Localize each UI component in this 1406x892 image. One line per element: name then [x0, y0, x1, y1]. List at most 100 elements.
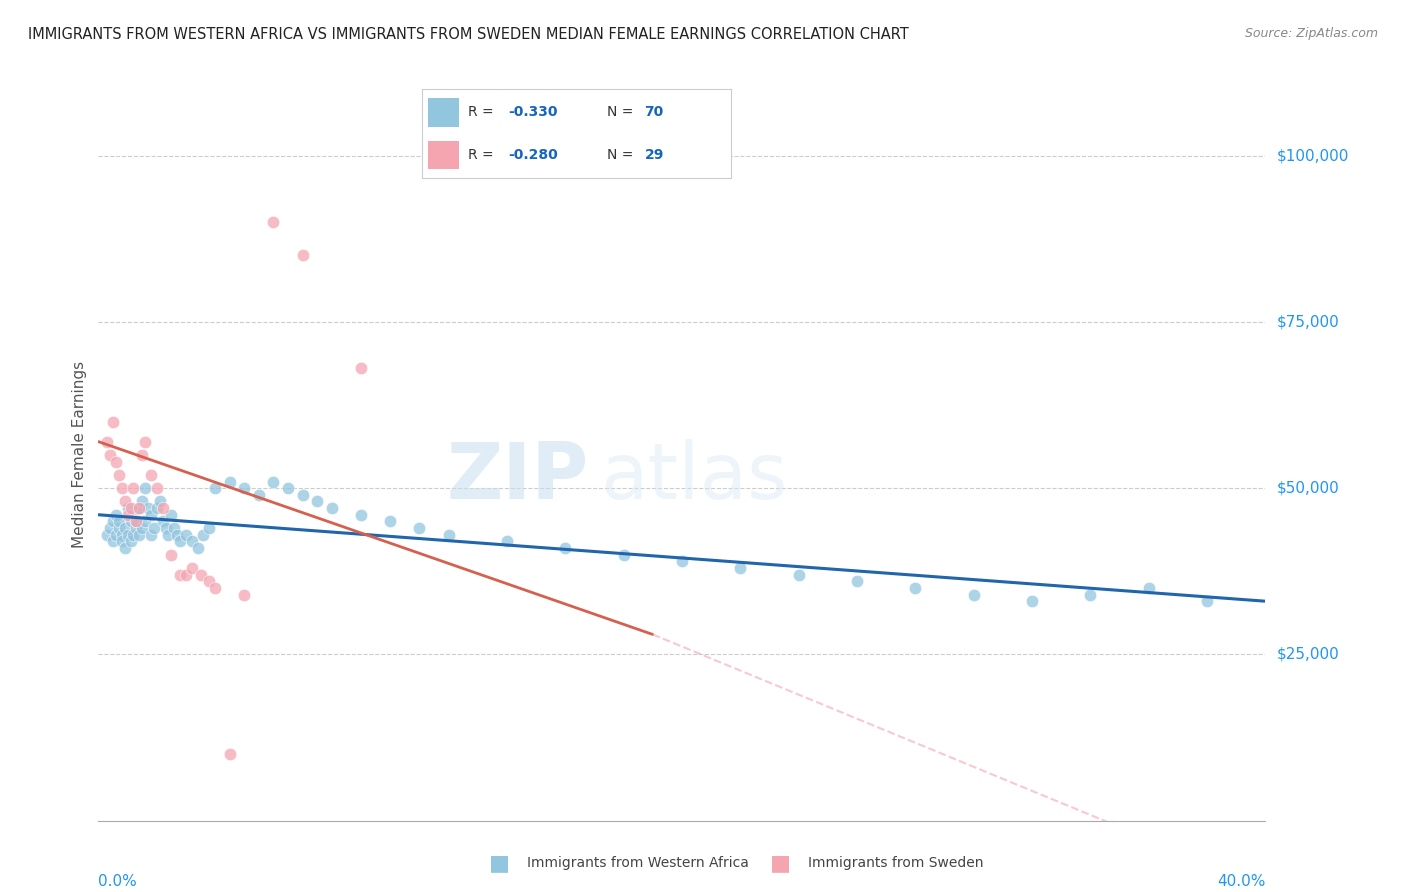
Point — [128, 501, 150, 516]
Point — [134, 515, 156, 529]
Text: 0.0%: 0.0% — [98, 874, 138, 888]
Text: N =: N = — [607, 105, 638, 120]
Point — [350, 508, 373, 522]
Text: 70: 70 — [644, 105, 664, 120]
Point — [169, 567, 191, 582]
Point — [193, 527, 215, 541]
Point — [125, 515, 148, 529]
Point — [139, 508, 162, 522]
Point — [169, 534, 191, 549]
Point — [262, 475, 284, 489]
Point — [204, 581, 226, 595]
Point — [174, 567, 197, 582]
Point — [495, 534, 517, 549]
Text: N =: N = — [607, 148, 638, 162]
Point — [307, 494, 329, 508]
Point — [146, 481, 169, 495]
Point — [108, 521, 131, 535]
Point — [134, 434, 156, 449]
Y-axis label: Median Female Earnings: Median Female Earnings — [72, 361, 87, 549]
Point — [128, 527, 150, 541]
Text: IMMIGRANTS FROM WESTERN AFRICA VS IMMIGRANTS FROM SWEDEN MEDIAN FEMALE EARNINGS : IMMIGRANTS FROM WESTERN AFRICA VS IMMIGR… — [28, 27, 908, 42]
Point — [1137, 581, 1160, 595]
Point — [139, 467, 162, 482]
Point — [291, 248, 314, 262]
Point — [134, 481, 156, 495]
Point — [787, 567, 810, 582]
Point — [111, 481, 134, 495]
Point — [152, 501, 174, 516]
Text: Immigrants from Sweden: Immigrants from Sweden — [808, 856, 984, 871]
Point — [120, 534, 142, 549]
Point — [155, 521, 177, 535]
Point — [1080, 588, 1102, 602]
Point — [233, 481, 256, 495]
Point — [190, 567, 212, 582]
Text: atlas: atlas — [600, 439, 787, 515]
Point — [117, 508, 139, 522]
Text: 29: 29 — [644, 148, 664, 162]
Point — [845, 574, 868, 589]
Point — [136, 501, 159, 516]
Point — [108, 515, 131, 529]
Point — [671, 554, 693, 568]
Point — [218, 747, 240, 761]
Point — [117, 501, 139, 516]
Text: ■: ■ — [770, 854, 790, 873]
Text: R =: R = — [468, 148, 498, 162]
Point — [131, 494, 153, 508]
Point — [122, 508, 145, 522]
Point — [247, 488, 270, 502]
Text: ■: ■ — [489, 854, 509, 873]
Point — [117, 527, 139, 541]
Point — [408, 521, 430, 535]
Point — [114, 521, 136, 535]
Point — [131, 448, 153, 462]
Point — [174, 527, 197, 541]
Text: $25,000: $25,000 — [1277, 647, 1340, 662]
Point — [262, 215, 284, 229]
Point — [291, 488, 314, 502]
Point — [146, 501, 169, 516]
Text: -0.280: -0.280 — [509, 148, 558, 162]
Text: ZIP: ZIP — [446, 439, 589, 515]
Point — [108, 467, 131, 482]
Point — [554, 541, 576, 555]
Bar — [427, 141, 458, 169]
Point — [111, 527, 134, 541]
Point — [321, 501, 343, 516]
Point — [437, 527, 460, 541]
Point — [904, 581, 927, 595]
Point — [101, 415, 124, 429]
Point — [101, 515, 124, 529]
Point — [120, 501, 142, 516]
Point — [166, 527, 188, 541]
Point — [125, 521, 148, 535]
Point — [962, 588, 984, 602]
Point — [204, 481, 226, 495]
Text: $75,000: $75,000 — [1277, 315, 1340, 329]
Text: $100,000: $100,000 — [1277, 148, 1348, 163]
Point — [1021, 594, 1043, 608]
Point — [218, 475, 240, 489]
Point — [101, 534, 124, 549]
Point — [120, 515, 142, 529]
Text: Source: ZipAtlas.com: Source: ZipAtlas.com — [1244, 27, 1378, 40]
Point — [114, 541, 136, 555]
Point — [125, 515, 148, 529]
Point — [612, 548, 634, 562]
Text: R =: R = — [468, 105, 498, 120]
Point — [160, 548, 183, 562]
Text: Immigrants from Western Africa: Immigrants from Western Africa — [527, 856, 749, 871]
Point — [104, 508, 127, 522]
Point — [111, 534, 134, 549]
Point — [139, 527, 162, 541]
Point — [378, 515, 402, 529]
Point — [131, 521, 153, 535]
Point — [163, 521, 186, 535]
Point — [104, 454, 127, 468]
Point — [157, 527, 180, 541]
Point — [728, 561, 751, 575]
Point — [149, 494, 172, 508]
Bar — [427, 98, 458, 127]
